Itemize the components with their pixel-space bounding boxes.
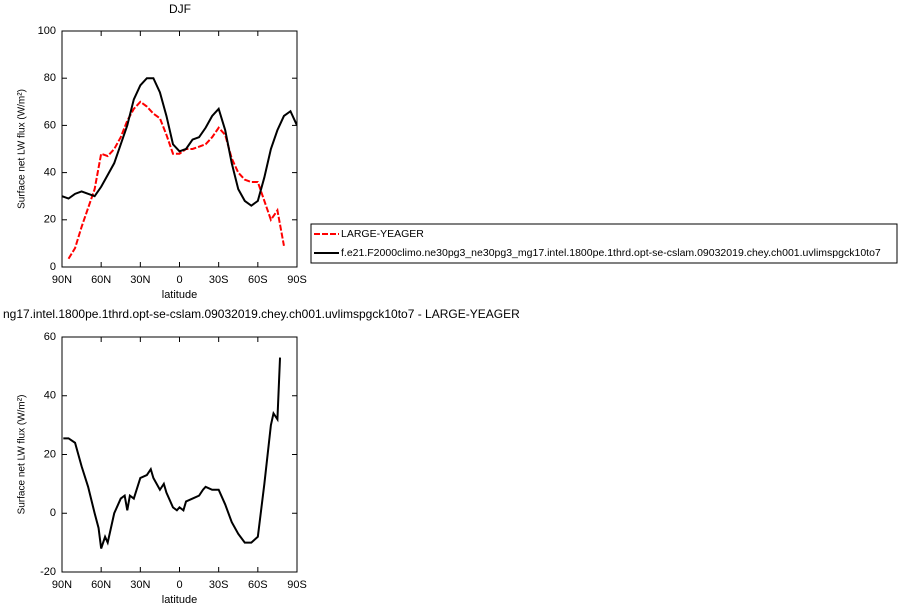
legend-box xyxy=(310,223,898,264)
x-tick-label: 90S xyxy=(287,579,307,591)
x-tick-label: 90N xyxy=(52,579,72,591)
y-tick-label: 20 xyxy=(44,214,56,226)
data-line xyxy=(62,77,297,207)
x-tick-label: 60S xyxy=(248,579,268,591)
legend-label: f.e21.F2000climo.ne30pg3_ne30pg3_mg17.in… xyxy=(341,247,881,259)
y-tick-label: 40 xyxy=(44,390,56,402)
x-tick-label: 30N xyxy=(130,274,150,286)
x-tick-label: 60N xyxy=(91,579,111,591)
x-tick-label: 90N xyxy=(52,274,72,286)
y-tick-label: 40 xyxy=(44,167,56,179)
x-axis-label: latitude xyxy=(162,289,197,301)
y-tick-label: 20 xyxy=(44,448,56,460)
data-line xyxy=(63,357,282,549)
y-tick-label: 60 xyxy=(44,119,56,131)
x-tick-label: 30S xyxy=(209,579,229,591)
y-tick-label: 60 xyxy=(44,331,56,343)
x-tick-label: 60N xyxy=(91,274,111,286)
legend-label: LARGE-YEAGER xyxy=(341,228,424,240)
x-tick-label: 30S xyxy=(209,274,229,286)
y-tick-label: -20 xyxy=(40,566,56,578)
plot-frame xyxy=(61,30,298,268)
chart-title: ng17.intel.1800pe.1thrd.opt-se-cslam.090… xyxy=(3,307,520,321)
x-tick-label: 0 xyxy=(176,274,182,286)
x-axis-label: latitude xyxy=(162,594,197,606)
y-axis-label: Surface net LW flux (W/m²) xyxy=(17,395,28,515)
y-tick-label: 0 xyxy=(50,261,56,273)
x-tick-label: 90S xyxy=(287,274,307,286)
x-tick-label: 60S xyxy=(248,274,268,286)
data-line xyxy=(67,100,285,260)
x-tick-label: 0 xyxy=(176,579,182,591)
chart-title: DJF xyxy=(169,2,191,16)
y-tick-label: 100 xyxy=(38,25,56,37)
y-tick-label: 80 xyxy=(44,72,56,84)
x-tick-label: 30N xyxy=(130,579,150,591)
plot-frame xyxy=(61,336,298,573)
y-axis-label: Surface net LW flux (W/m²) xyxy=(17,89,28,209)
y-tick-label: 0 xyxy=(50,507,56,519)
